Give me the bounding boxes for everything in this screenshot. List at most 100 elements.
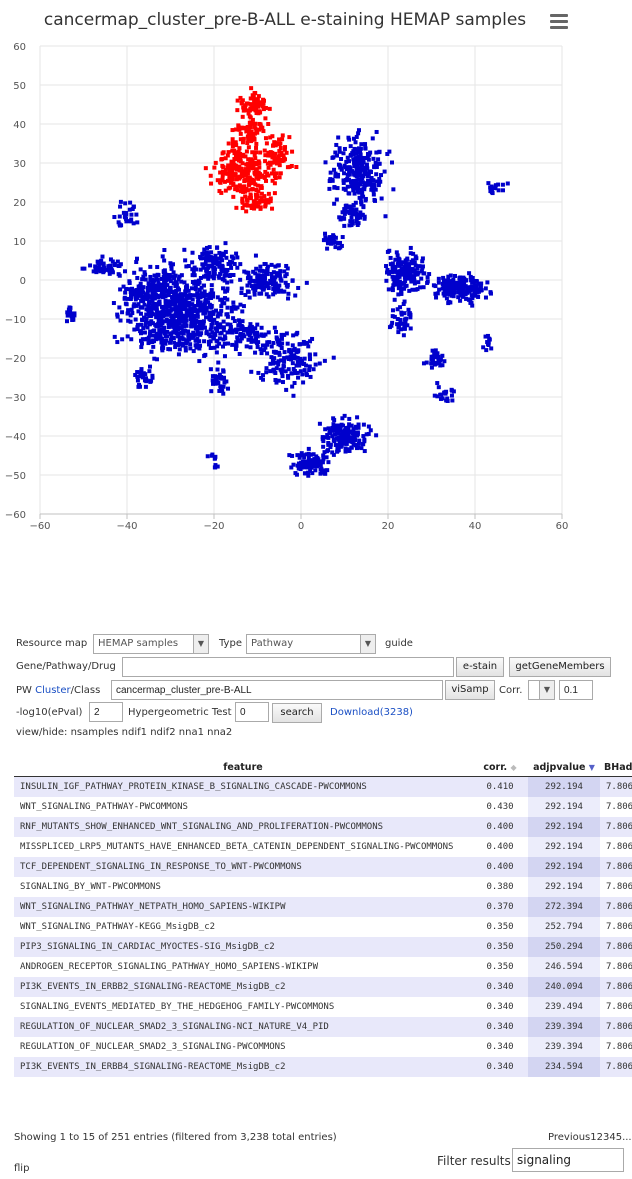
table-row[interactable]: WNT_SIGNALING_PATHWAY_NETPATH_HOMO_SAPIE… — [14, 897, 632, 917]
filter-input[interactable] — [512, 1148, 624, 1172]
data-point — [419, 269, 424, 274]
corr-select[interactable]: ▼ — [528, 680, 555, 700]
view-hide-nsamples[interactable]: nsamples — [70, 727, 119, 738]
data-point — [192, 273, 197, 278]
table-row[interactable]: REGULATION_OF_NUCLEAR_SMAD2_3_SIGNALING-… — [14, 1017, 632, 1037]
data-point — [373, 160, 378, 165]
hypergeometric-label: Hypergeometric Test — [128, 707, 232, 718]
cluster-link[interactable]: Cluster — [35, 685, 71, 696]
data-point — [213, 267, 218, 272]
hypergeometric-input[interactable] — [235, 702, 269, 722]
resource-map-select[interactable]: HEMAP samples ▼ — [93, 634, 209, 654]
table-row[interactable]: INSULIN_IGF_PATHWAY_PROTEIN_KINASE_B_SIG… — [14, 776, 632, 797]
data-point — [152, 296, 157, 301]
column-bhadj[interactable]: BHadj — [600, 758, 632, 777]
data-point — [176, 316, 181, 321]
search-button[interactable]: search — [272, 703, 322, 723]
column-adjpvalue[interactable]: adjpvalue ▼ — [528, 758, 600, 777]
data-point — [172, 327, 177, 332]
x-tick-label: −20 — [203, 521, 224, 532]
data-point — [197, 346, 202, 351]
table-row[interactable]: WNT_SIGNALING_PATHWAY-PWCOMMONS 0.430 292.… — [14, 797, 632, 817]
view-hide-nna2[interactable]: nna2 — [207, 727, 233, 738]
data-point — [361, 434, 366, 439]
data-point — [335, 448, 340, 453]
data-point — [135, 275, 140, 280]
data-point — [263, 262, 268, 267]
download-link[interactable]: Download(3238) — [330, 707, 413, 718]
data-point — [204, 254, 209, 259]
view-hide-ndif2[interactable]: ndif2 — [150, 727, 176, 738]
column-corr[interactable]: corr. ◆ — [472, 758, 528, 777]
table-row[interactable]: PI3K_EVENTS_IN_ERBB2_SIGNALING-REACTOME_… — [14, 977, 632, 997]
table-row[interactable]: ANDROGEN_RECEPTOR_SIGNALING_PATHWAY_HOMO… — [14, 957, 632, 977]
data-point — [263, 136, 268, 141]
view-hide-ndif1[interactable]: ndif1 — [121, 727, 148, 738]
table-row[interactable]: RNF_MUTANTS_SHOW_ENHANCED_WNT_SIGNALING_… — [14, 817, 632, 837]
corr-input[interactable] — [559, 680, 593, 700]
table-row[interactable]: MISSPLICED_LRP5_MUTANTS_HAVE_ENHANCED_BE… — [14, 837, 632, 857]
data-point — [260, 199, 265, 204]
data-point — [338, 423, 343, 428]
data-point — [231, 194, 236, 199]
e-stain-button[interactable]: e-stain — [456, 657, 504, 677]
data-point — [280, 137, 285, 142]
data-point — [265, 264, 270, 269]
data-point — [410, 274, 415, 279]
data-point — [157, 328, 162, 333]
data-point — [157, 320, 162, 325]
data-point — [354, 178, 359, 183]
flip-link[interactable]: flip — [14, 1163, 30, 1174]
data-point — [293, 355, 298, 360]
data-point — [250, 117, 255, 122]
type-select[interactable]: Pathway ▼ — [246, 634, 376, 654]
table-row[interactable]: SIGNALING_BY_WNT-PWCOMMONS 0.380 292.194 7.… — [14, 877, 632, 897]
data-point — [385, 151, 390, 156]
data-point — [485, 280, 490, 285]
data-point — [399, 288, 404, 293]
data-point — [203, 262, 208, 267]
data-point — [198, 304, 203, 309]
visamp-button[interactable]: viSamp — [445, 680, 495, 700]
log-pval-input[interactable] — [89, 702, 123, 722]
data-point — [195, 291, 200, 296]
data-point — [261, 273, 266, 278]
data-point — [261, 107, 266, 112]
column-feature[interactable]: feature — [14, 758, 472, 777]
data-point — [349, 215, 354, 220]
data-point — [240, 309, 245, 314]
data-point — [285, 341, 290, 346]
data-point — [341, 180, 346, 185]
data-point — [153, 283, 158, 288]
data-point — [272, 290, 277, 295]
gene-pathway-drug-input[interactable] — [122, 657, 454, 677]
table-row[interactable]: WNT_SIGNALING_PATHWAY-KEGG_MsigDB_c2 0.35… — [14, 917, 632, 937]
data-point — [150, 311, 155, 316]
data-point — [95, 259, 100, 264]
data-point — [216, 374, 221, 379]
data-point — [442, 359, 447, 364]
data-point — [228, 325, 233, 330]
table-row[interactable]: PI3K_EVENTS_IN_ERBB4_SIGNALING-REACTOME_… — [14, 1057, 632, 1077]
pagination[interactable]: Previous12345... — [548, 1132, 632, 1143]
data-point — [180, 324, 185, 329]
data-point — [136, 293, 141, 298]
get-gene-members-button[interactable]: getGeneMembers — [509, 657, 611, 677]
data-point — [143, 292, 148, 297]
data-point — [118, 204, 123, 209]
guide-link[interactable]: guide — [385, 638, 413, 649]
table-row[interactable]: SIGNALING_EVENTS_MEDIATED_BY_THE_HEDGEHO… — [14, 997, 632, 1017]
table-row[interactable]: TCF_DEPENDENT_SIGNALING_IN_RESPONSE_TO_W… — [14, 857, 632, 877]
data-point — [189, 286, 194, 291]
data-point — [265, 268, 270, 273]
table-row[interactable]: REGULATION_OF_NUCLEAR_SMAD2_3_SIGNALING-… — [14, 1037, 632, 1057]
data-point — [127, 207, 132, 212]
table-row[interactable]: PIP3_SIGNALING_IN_CARDIAC_MYOCTES-SIG_Ms… — [14, 937, 632, 957]
data-point — [270, 155, 275, 160]
chart-menu-icon[interactable] — [550, 14, 568, 30]
cluster-input[interactable] — [111, 680, 443, 700]
view-hide-nna1[interactable]: nna1 — [178, 727, 204, 738]
data-point — [348, 435, 353, 440]
data-point — [253, 204, 258, 209]
data-point — [159, 276, 164, 281]
